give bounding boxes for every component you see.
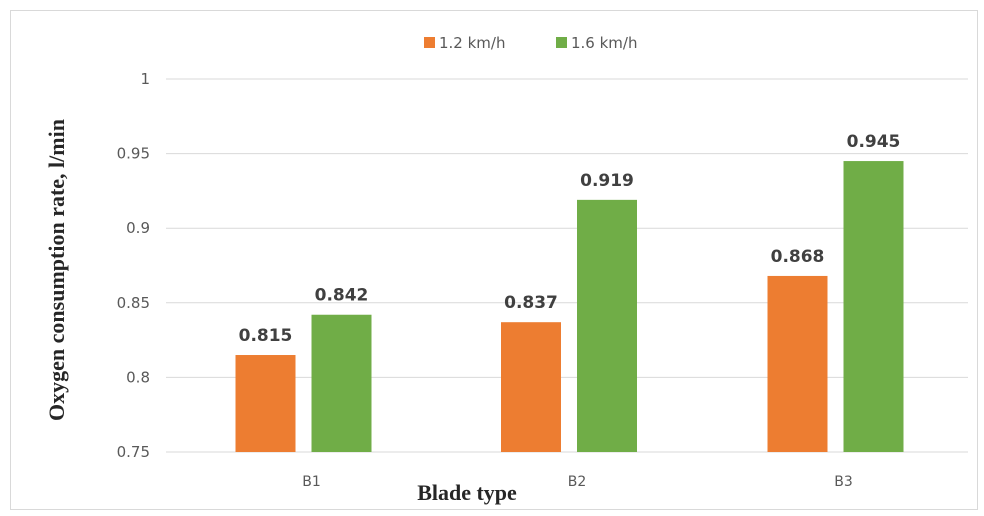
- x-axis-categories: B1 B2 B3: [302, 474, 853, 490]
- data-label: 0.815: [239, 326, 293, 346]
- legend-swatch: [424, 37, 435, 48]
- bar-b3-series-1: [767, 275, 828, 452]
- bar-b2-series-2: [577, 199, 637, 452]
- x-category-label: B2: [568, 474, 587, 490]
- x-axis-title: Blade type: [417, 480, 517, 505]
- data-label: 0.837: [504, 293, 558, 313]
- y-tick-label: 0.85: [117, 294, 150, 312]
- y-tick-label: 0.95: [117, 145, 150, 163]
- y-tick-label: 1: [140, 70, 150, 88]
- gridlines: [166, 78, 968, 453]
- y-tick-label: 0.9: [126, 219, 150, 237]
- bar-b2-series-1: [501, 322, 561, 452]
- y-axis-ticks: 0.75 0.8 0.85 0.9 0.95 1: [117, 70, 150, 461]
- legend-label: 1.6 km/h: [571, 34, 637, 52]
- x-category-label: B3: [834, 474, 853, 490]
- legend-swatch: [556, 37, 567, 48]
- bars: [235, 161, 904, 452]
- y-tick-label: 0.8: [126, 368, 150, 386]
- bar-b1-series-2: [311, 314, 372, 452]
- legend-label: 1.2 km/h: [439, 34, 505, 52]
- data-label: 0.842: [315, 286, 369, 306]
- legend: 1.2 km/h 1.6 km/h: [424, 34, 637, 52]
- bar-b1-series-1: [235, 355, 296, 452]
- data-labels: 0.815 0.842 0.837 0.919 0.868 0.945: [239, 132, 901, 346]
- data-label: 0.868: [771, 247, 825, 267]
- y-tick-label: 0.75: [117, 443, 150, 461]
- data-label: 0.945: [847, 132, 901, 152]
- x-category-label: B1: [302, 474, 321, 490]
- y-axis-title: Oxygen consumption rate, l/min: [44, 119, 69, 421]
- data-label: 0.919: [580, 171, 634, 191]
- bar-b3-series-2: [843, 161, 904, 452]
